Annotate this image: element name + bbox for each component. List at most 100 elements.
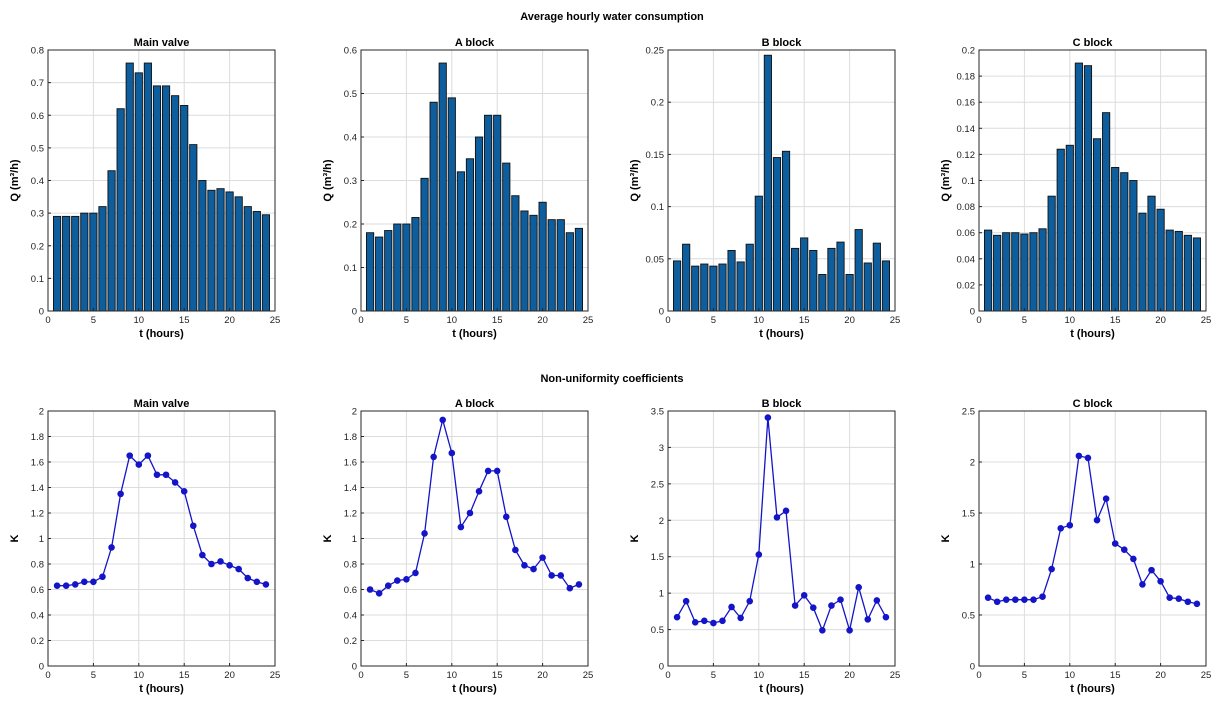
y-tick-label: 0.3	[31, 209, 44, 220]
y-tick-label: 0.1	[962, 176, 975, 187]
data-point	[737, 614, 744, 622]
bar	[718, 263, 727, 312]
data-point	[366, 586, 374, 593]
data-point	[199, 551, 206, 559]
x-tick-label: 20	[537, 670, 548, 681]
data-point	[375, 590, 383, 597]
x-tick-label: 5	[91, 315, 96, 326]
data-point	[394, 577, 401, 584]
data-point	[855, 584, 862, 591]
subplot-title: C block	[1073, 398, 1114, 410]
y-tick-label: 0.18	[957, 72, 976, 83]
bar	[1174, 230, 1183, 312]
y-tick-label: 0.2	[344, 636, 357, 647]
data-point	[1012, 596, 1019, 604]
y-tick-label: 0.2	[651, 98, 664, 109]
subplot-title: Main valve	[134, 398, 190, 410]
x-tick-label: 15	[1110, 670, 1121, 681]
data-point	[457, 523, 465, 531]
data-point	[253, 578, 261, 586]
x-tick-label: 5	[711, 315, 716, 326]
subplots: 0 5 10 15 20 2500.10.20.30.40.50.60.70.8Main …	[9, 37, 1211, 695]
x-tick-label: 10	[447, 670, 458, 681]
bar	[493, 114, 502, 312]
y-axis-label: K	[9, 534, 21, 542]
data-point	[108, 544, 115, 551]
bar	[465, 158, 475, 312]
data-point	[764, 414, 772, 421]
data-point	[217, 558, 224, 565]
x-tick-label: 20	[537, 315, 548, 326]
y-tick-label: 0.4	[31, 611, 44, 622]
data-point	[439, 416, 447, 424]
y-tick-label: 0.5	[962, 611, 975, 622]
line-chart-1: 0 5 10 15 20 25 0 0.2 0.4 0.6 0.8 1 1.2 1.4 1.6 1.8 2 Mai…	[9, 398, 280, 695]
data-point	[262, 581, 270, 588]
bar	[520, 210, 529, 312]
bar	[80, 212, 89, 312]
x-tick-label: 5	[1022, 315, 1027, 326]
bar	[198, 180, 207, 312]
data-point	[1021, 596, 1028, 604]
bar	[682, 243, 691, 312]
y-tick-label: 0	[970, 662, 975, 673]
data-point	[466, 509, 474, 517]
x-tick-label: 0	[665, 670, 670, 681]
bar	[709, 265, 718, 312]
y-axis-label: Q (m³/h)	[940, 159, 952, 201]
data-point	[421, 530, 428, 537]
y-tick-label: 0.2	[31, 636, 44, 647]
y-tick-label: 1	[39, 534, 44, 545]
bar	[384, 230, 393, 312]
bar	[1092, 138, 1102, 312]
subplot-title: A block	[455, 398, 495, 410]
bar	[98, 206, 107, 312]
data-point	[180, 488, 188, 495]
data-point	[557, 572, 565, 579]
bar	[1192, 237, 1202, 312]
x-tick-label: 5	[404, 315, 409, 326]
bar	[1111, 166, 1120, 312]
x-tick-label: 15	[492, 315, 503, 326]
data-point	[208, 560, 215, 568]
bar	[62, 215, 71, 312]
data-point	[809, 604, 817, 612]
y-tick-label: 0	[39, 662, 44, 673]
data-point	[773, 514, 781, 521]
bar	[71, 215, 80, 312]
bar	[772, 157, 782, 312]
subplot-title: Main valve	[134, 37, 190, 49]
bar	[1056, 148, 1065, 312]
data-point	[791, 602, 799, 609]
x-tick-label: 25	[583, 315, 594, 326]
bar	[700, 263, 709, 312]
data-point	[235, 565, 242, 573]
y-axis-label: Q (m³/h)	[322, 159, 334, 201]
bar	[252, 211, 261, 312]
data-point	[691, 618, 699, 626]
bar	[180, 105, 189, 312]
x-axis-label: t (hours)	[139, 328, 184, 340]
data-point	[1030, 596, 1037, 604]
y-tick-label: 0.5	[651, 625, 664, 636]
y-tick-label: 0.3	[344, 176, 357, 187]
bar	[547, 219, 556, 312]
data-point	[117, 490, 124, 498]
y-axis-label: K	[629, 534, 641, 542]
x-tick-label: 0	[45, 315, 50, 326]
y-tick-label: 1.8	[344, 432, 357, 443]
data-point	[846, 627, 853, 634]
plot-area	[978, 410, 1207, 667]
data-point	[1084, 454, 1092, 462]
axes-box	[667, 410, 896, 667]
bar-chart-1: 0 5 10 15 20 25 0 0.1 0.2 0.3 0.4 0.5 0.6 0.7 0.8 Main …	[9, 37, 280, 340]
bar	[809, 249, 818, 312]
x-tick-label: 20	[224, 670, 235, 681]
bar	[993, 234, 1002, 312]
y-tick-label: 0.6	[344, 46, 357, 57]
data-point	[244, 574, 252, 582]
data-point	[144, 452, 152, 459]
x-tick-label: 10	[447, 315, 458, 326]
data-point	[1102, 495, 1110, 503]
y-tick-label: 0.2	[344, 220, 357, 231]
